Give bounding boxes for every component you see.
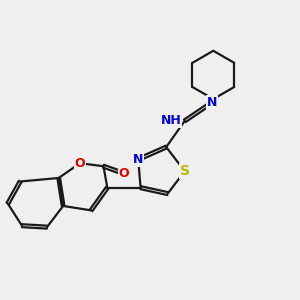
Text: N: N [207,96,217,109]
Text: NH: NH [160,114,181,127]
Text: O: O [75,157,85,170]
Text: O: O [119,167,129,180]
Text: S: S [180,164,190,178]
Text: N: N [133,153,143,166]
